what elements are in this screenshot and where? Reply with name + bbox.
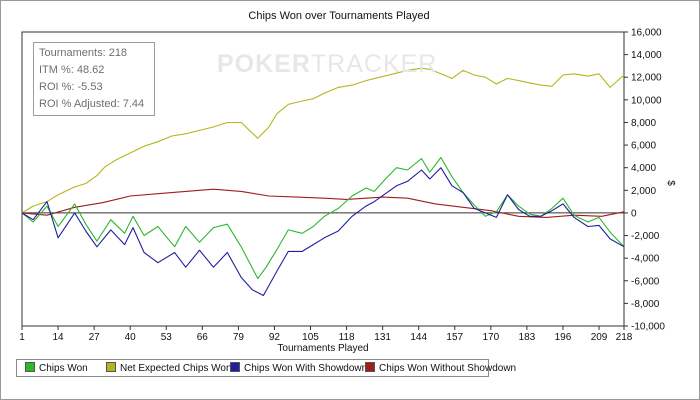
y-tick-label: -10,000 — [631, 322, 665, 333]
y-tick-label: 0 — [631, 208, 637, 219]
legend-item-net-expected[interactable]: Net Expected Chips Won — [106, 362, 232, 376]
x-tick-label: 40 — [125, 332, 137, 343]
y-tick-label: -8,000 — [631, 299, 660, 310]
x-tick-label: 209 — [591, 332, 608, 343]
series-line-net-expected-chips-won — [21, 67, 625, 214]
y-axis-title: $ — [665, 180, 676, 186]
series-line-chips-won-with-showdown — [21, 167, 625, 297]
legend-label: Chips Won Without Showdown — [379, 363, 517, 374]
x-tick-label: 170 — [482, 332, 499, 343]
y-tick-label: 12,000 — [631, 73, 662, 84]
x-tick-label: 183 — [519, 332, 536, 343]
x-tick-label: 27 — [89, 332, 101, 343]
y-tick-label: -6,000 — [631, 276, 660, 287]
watermark-brand-light: TRACKER — [310, 50, 438, 78]
x-tick-label: 79 — [233, 332, 245, 343]
x-tick-label: 66 — [197, 332, 209, 343]
legend-swatch — [106, 362, 116, 372]
legend-swatch — [25, 362, 35, 372]
stats-box: Tournaments: 218 ITM %: 48.62 ROI %: -5.… — [33, 42, 155, 116]
x-tick-label: 144 — [410, 332, 427, 343]
legend-swatch — [230, 362, 240, 372]
x-axis-title: Tournaments Played — [277, 343, 368, 354]
y-tick-label: 2,000 — [631, 186, 656, 197]
x-tick-label: 131 — [374, 332, 391, 343]
stat-roi: ROI %: -5.53 — [39, 81, 103, 93]
stat-itm: ITM %: 48.62 — [39, 64, 105, 76]
legend-item-with-showdown[interactable]: Chips Won With Showdown — [230, 362, 367, 376]
legend-item-chips-won[interactable]: Chips Won — [25, 362, 88, 376]
legend-swatch — [365, 362, 375, 372]
y-tick-label: 6,000 — [631, 141, 656, 152]
x-tick-label: 92 — [269, 332, 281, 343]
chart-legend: Chips Won Net Expected Chips Won Chips W… — [16, 359, 516, 377]
y-tick-label: 4,000 — [631, 163, 656, 174]
y-tick-label: 16,000 — [631, 28, 662, 39]
x-tick-label: 218 — [616, 332, 633, 343]
stat-roi-adjusted: ROI % Adjusted: 7.44 — [39, 98, 145, 110]
series-line-chips-won-without-showdown — [21, 188, 625, 218]
x-tick-label: 196 — [555, 332, 572, 343]
series-line-chips-won — [21, 156, 625, 280]
legend-item-without-showdown[interactable]: Chips Won Without Showdown — [365, 362, 516, 376]
y-tick-label: -4,000 — [631, 254, 660, 265]
y-tick-label: -2,000 — [631, 231, 660, 242]
legend-label: Chips Won With Showdown — [244, 363, 368, 374]
chart-title: Chips Won over Tournaments Played — [248, 10, 429, 22]
stat-tournaments: Tournaments: 218 — [39, 47, 128, 59]
x-tick-label: 14 — [53, 332, 65, 343]
x-tick-label: 118 — [339, 332, 355, 343]
y-tick-label: 14,000 — [631, 50, 662, 61]
x-tick-label: 157 — [446, 332, 463, 343]
y-tick-label: 10,000 — [631, 95, 662, 106]
watermark-brand-bold: POKER — [217, 50, 311, 78]
legend-label: Net Expected Chips Won — [120, 363, 232, 374]
x-tick-label: 105 — [302, 332, 319, 343]
x-tick-label: 53 — [161, 332, 173, 343]
x-tick-label: 1 — [19, 332, 25, 343]
y-tick-label: 8,000 — [631, 118, 656, 129]
watermark-logo: POKERTRACKER — [217, 50, 437, 79]
legend-label: Chips Won — [39, 363, 88, 374]
